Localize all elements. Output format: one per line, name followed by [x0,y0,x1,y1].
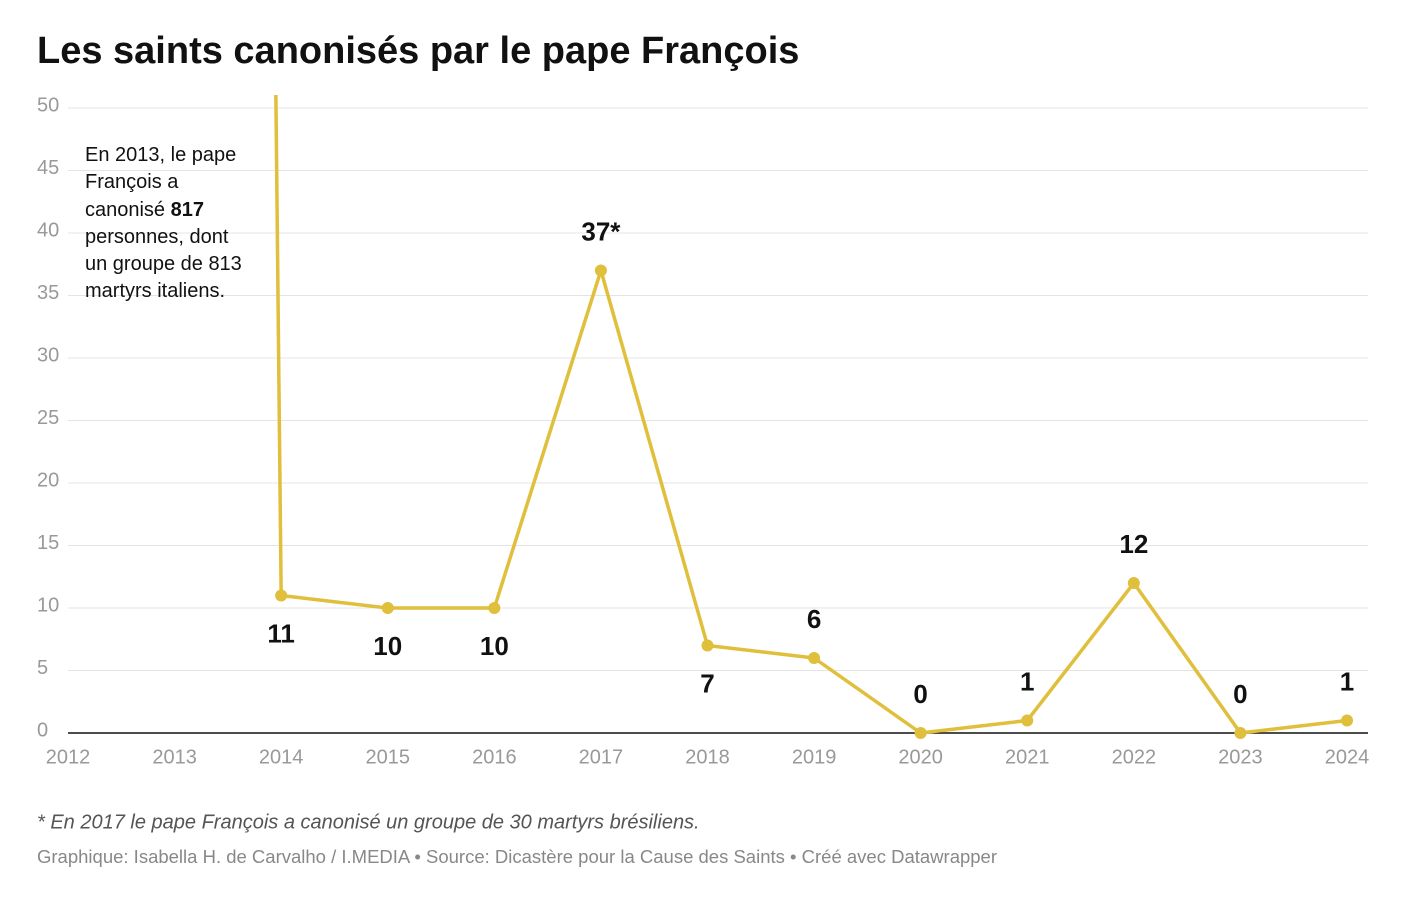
data-label: 11 [267,618,295,648]
point [1341,714,1353,727]
point [914,727,927,739]
y-tick-label: 45 [37,157,59,179]
chart-title: Les saints canonisés par le pape Françoi… [37,30,799,72]
y-tick-label: 40 [37,219,59,241]
data-label: 7 [700,668,714,698]
x-tick-label: 2023 [1218,746,1263,768]
data-label: 12 [1119,529,1148,559]
data-label: 10 [480,631,509,661]
annotation-text: personnes, dont un groupe de 813 martyrs… [85,225,242,303]
footnote: * En 2017 le pape François a canonisé un… [37,811,700,833]
point [1127,577,1140,589]
line-group [274,95,1353,739]
x-tick-label: 2022 [1112,746,1157,768]
y-tick-label: 15 [37,532,59,554]
x-tick-label: 2014 [259,746,304,768]
x-tick-label: 2020 [898,746,943,768]
line [274,95,1348,735]
annotation-number: 817 [170,198,204,221]
x-tick-label: 2017 [579,746,624,768]
x-tick-label: 2016 [472,746,517,768]
x-tick-label: 2021 [1005,746,1050,768]
data-label: 6 [807,604,821,634]
data-label: 1 [1020,666,1034,696]
x-tick-label: 2018 [685,746,730,768]
annotation-text: En 2013, le pape François a canonisé [85,144,237,221]
data-label: 1 [1340,666,1354,696]
source: Graphique: Isabella H. de Carvalho / I.M… [37,846,997,867]
y-tick-label: 5 [37,657,48,679]
y-tick-label: 0 [37,719,48,741]
y-tick-label: 25 [37,407,59,429]
y-tick-label: 30 [37,344,59,366]
point [1234,727,1247,739]
x-tick-label: 2015 [366,746,411,768]
point [808,652,821,664]
y-tick-label: 35 [37,282,59,304]
data-label: 0 [1233,679,1247,709]
data-label: 0 [913,679,927,709]
point [488,602,501,614]
point [1021,714,1034,727]
y-tick-label: 50 [37,94,59,116]
x-tick-label: 2019 [792,746,837,768]
point [275,589,288,602]
x-tick-label: 2012 [46,746,91,768]
y-tick-label: 20 [37,469,59,491]
annotation: En 2013, le pape François a canonisé 817… [85,142,245,306]
point [381,602,394,614]
data-label: 10 [373,631,402,661]
x-tick-label: 2013 [152,746,197,768]
y-tick-label: 10 [37,594,59,616]
point [701,639,714,652]
x-tick-label: 2024 [1325,746,1370,768]
data-label: 37* [581,216,621,246]
point [594,264,607,277]
